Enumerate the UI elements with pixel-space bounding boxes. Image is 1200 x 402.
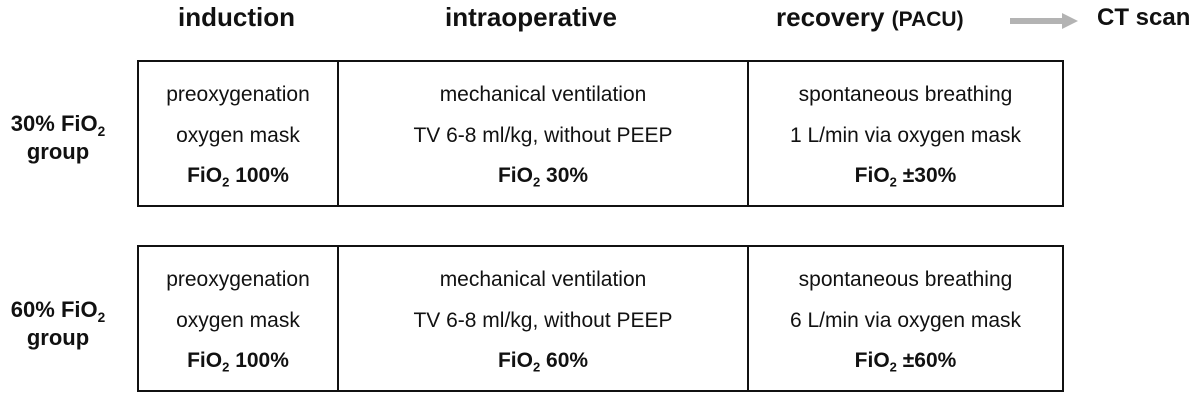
cell-intraoperative: mechanical ventilation TV 6-8 ml/kg, wit… — [337, 247, 747, 390]
group-label-sub: 2 — [97, 123, 106, 139]
fio-prefix: FiO — [187, 349, 223, 372]
cell-fio: FiO2 100% — [187, 347, 289, 375]
cell-induction: preoxygenation oxygen mask FiO2 100% — [139, 62, 337, 205]
header-recovery: recovery (PACU) — [776, 2, 964, 33]
fio-prefix: FiO — [854, 164, 890, 187]
fio-prefix: FiO — [497, 164, 533, 187]
cell-induction: preoxygenation oxygen mask FiO2 100% — [139, 247, 337, 390]
fio-sub: 2 — [532, 359, 541, 375]
cell-line1: spontaneous breathing — [798, 83, 1013, 106]
cell-fio: FiO2 100% — [187, 162, 289, 190]
cell-line2: TV 6-8 ml/kg, without PEEP — [413, 123, 673, 147]
fio-value: 100% — [235, 164, 289, 187]
fio-sub: 2 — [889, 359, 897, 375]
fio-prefix: FiO — [187, 164, 223, 187]
protocol-row-60: preoxygenation oxygen mask FiO2 100% mec… — [137, 245, 1064, 392]
arrow-right-icon — [1010, 13, 1078, 29]
header-recovery-text: recovery — [776, 2, 885, 32]
cell-line2: oxygen mask — [176, 123, 300, 147]
group-label-suffix: group — [26, 139, 90, 164]
cell-recovery: spontaneous breathing 1 L/min via oxygen… — [747, 62, 1062, 205]
group-label-60: 60% FiO2 group — [0, 296, 116, 352]
fio-value: 30% — [546, 164, 589, 187]
cell-line1: mechanical ventilation — [439, 83, 647, 106]
cell-line2: 6 L/min via oxygen mask — [789, 308, 1022, 332]
cell-intraoperative: mechanical ventilation TV 6-8 ml/kg, wit… — [337, 62, 747, 205]
cell-recovery: spontaneous breathing 6 L/min via oxygen… — [747, 247, 1062, 390]
header-recovery-paren: (PACU) — [891, 8, 964, 31]
fio-prefix: FiO — [854, 349, 890, 372]
fio-sub: 2 — [889, 174, 897, 190]
cell-line1: preoxygenation — [166, 83, 310, 106]
fio-sub: 2 — [532, 174, 541, 190]
fio-value: ±30% — [902, 164, 957, 187]
cell-fio: FiO2 30% — [498, 162, 588, 190]
protocol-row-30: preoxygenation oxygen mask FiO2 100% mec… — [137, 60, 1064, 207]
cell-line2: 1 L/min via oxygen mask — [789, 123, 1022, 147]
cell-line1: mechanical ventilation — [439, 268, 647, 291]
fio-sub: 2 — [222, 174, 230, 190]
group-label-prefix: 30% FiO — [10, 111, 98, 136]
fio-value: ±60% — [902, 349, 957, 372]
header-ct-scan: CT scan — [1097, 4, 1191, 31]
cell-fio: FiO2 ±30% — [855, 162, 957, 190]
fio-value: 100% — [235, 349, 289, 372]
fio-prefix: FiO — [497, 349, 533, 372]
cell-fio: FiO2 60% — [498, 347, 588, 375]
arrow-head — [1062, 13, 1078, 29]
fio-sub: 2 — [222, 359, 230, 375]
fio-value: 60% — [546, 349, 589, 372]
group-label-sub: 2 — [97, 309, 106, 325]
cell-line2: oxygen mask — [176, 308, 300, 332]
cell-line2: TV 6-8 ml/kg, without PEEP — [413, 308, 673, 332]
group-label-prefix: 60% FiO — [10, 297, 98, 322]
header-induction: induction — [178, 2, 295, 32]
group-label-30: 30% FiO2 group — [0, 110, 116, 166]
header-intraoperative: intraoperative — [445, 2, 617, 32]
cell-line1: preoxygenation — [166, 268, 310, 291]
cell-fio: FiO2 ±60% — [855, 347, 957, 375]
cell-line1: spontaneous breathing — [798, 268, 1013, 291]
group-label-suffix: group — [26, 325, 90, 350]
